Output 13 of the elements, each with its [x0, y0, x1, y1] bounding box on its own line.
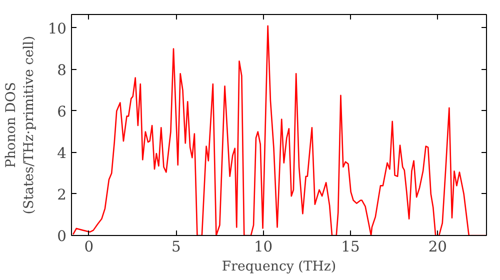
y-tick-label: 2: [57, 186, 67, 204]
x-tick-label: 10: [254, 238, 273, 256]
x-axis-title: Frequency (THz): [222, 260, 336, 274]
y-tick-label: 8: [57, 62, 67, 79]
x-tick-label: 20: [428, 238, 448, 256]
x-tick-label: 5: [171, 238, 181, 256]
y-tick-label: 10: [48, 20, 67, 38]
y-tick-label: 6: [57, 103, 67, 120]
y-tick-label: 4: [57, 144, 67, 162]
x-tick-label: 15: [341, 238, 360, 256]
x-tick-label: 0: [84, 238, 94, 256]
y-axis-title: Phonon DOS (States/THz·primitive cell): [4, 36, 37, 214]
y-tick-label: 0: [57, 228, 67, 245]
